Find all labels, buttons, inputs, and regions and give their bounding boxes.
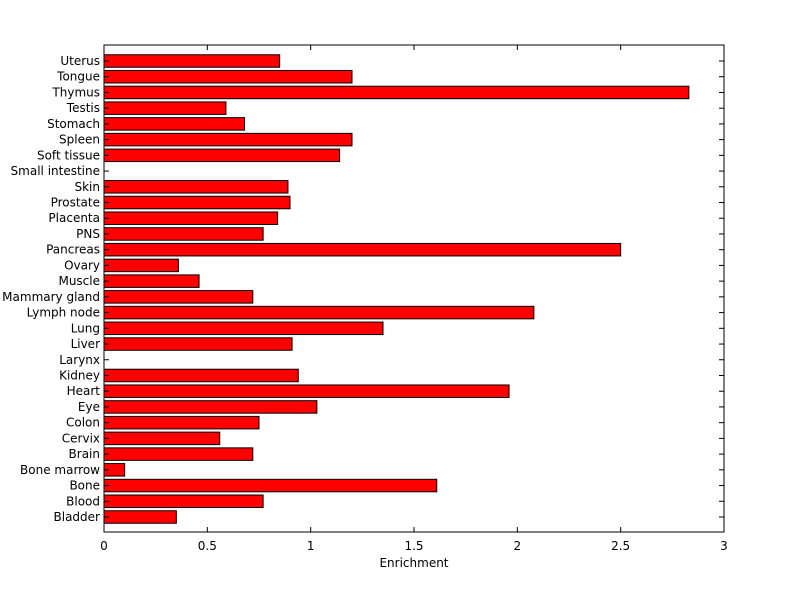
bar-pns: [103, 227, 264, 241]
x-tick-labels: 0 0.5 1 1.5 2 2.5 3: [100, 539, 728, 553]
category-label: Tongue: [56, 70, 100, 84]
category-label: Placenta: [48, 211, 100, 225]
x-tick-label: 2.5: [611, 539, 630, 553]
category-label: Liver: [71, 337, 101, 351]
category-label: Uterus: [60, 54, 100, 68]
category-label: PNS: [76, 227, 100, 241]
category-label: Bone: [69, 479, 100, 493]
bar-mammary-gland: [103, 290, 254, 304]
bars-layer: [103, 54, 690, 524]
category-label: Testis: [66, 101, 100, 115]
category-label: Spleen: [59, 133, 100, 147]
category-label: Bone marrow: [20, 463, 100, 477]
bar-muscle: [103, 274, 200, 288]
category-label: Heart: [67, 384, 101, 398]
bar-lung: [103, 321, 384, 336]
bar-thymus: [103, 85, 690, 100]
category-label: Soft tissue: [37, 148, 100, 162]
bar-skin: [103, 180, 289, 194]
bar-pancreas: [103, 242, 622, 257]
bar-blood: [103, 494, 264, 509]
bar-placenta: [103, 211, 279, 225]
category-label: Small intestine: [11, 164, 100, 178]
x-tick-label: 0.5: [198, 539, 217, 553]
bar-kidney: [103, 368, 299, 383]
ticks-layer: [103, 45, 725, 532]
category-label: Cervix: [62, 431, 100, 445]
bar-ovary: [103, 258, 179, 273]
category-label: Pancreas: [46, 243, 100, 257]
bar-stomach: [103, 117, 246, 131]
x-tick-label: 1: [307, 539, 315, 553]
bar-uterus: [103, 54, 281, 68]
category-label: Blood: [66, 494, 100, 508]
bar-spleen: [103, 132, 353, 147]
category-label: Ovary: [64, 258, 100, 272]
category-label: Stomach: [47, 117, 100, 131]
category-label: Thymus: [51, 85, 100, 99]
category-label: Muscle: [58, 274, 100, 288]
bar-colon: [103, 415, 260, 430]
bar-soft-tissue: [103, 148, 341, 163]
x-tick-label: 0: [100, 539, 108, 553]
category-label: Colon: [66, 416, 100, 430]
category-label: Bladder: [54, 510, 101, 524]
x-tick-label: 3: [720, 539, 728, 553]
category-label: Brain: [69, 447, 100, 461]
category-label: Lymph node: [27, 306, 100, 320]
category-label: Larynx: [59, 353, 100, 367]
category-label: Skin: [74, 180, 100, 194]
category-label: Eye: [78, 400, 100, 414]
bar-heart: [103, 384, 510, 398]
bar-tongue: [103, 69, 353, 84]
bar-bladder: [103, 510, 177, 524]
bar-brain: [103, 447, 254, 461]
bar-cervix: [103, 431, 221, 446]
bar-testis: [103, 101, 227, 115]
bar-prostate: [103, 195, 291, 210]
bar-bone: [103, 478, 438, 493]
axes-frame: [103, 44, 725, 533]
category-label: Prostate: [51, 196, 100, 210]
bar-liver: [103, 337, 293, 351]
x-tick-label: 1.5: [404, 539, 423, 553]
category-label: Kidney: [59, 368, 100, 382]
category-label: Lung: [71, 321, 100, 335]
x-axis-label: Enrichment: [379, 556, 448, 570]
category-label: Mammary gland: [2, 290, 100, 304]
x-tick-label: 2: [514, 539, 522, 553]
bar-lymph-node: [103, 305, 535, 320]
bar-eye: [103, 400, 318, 414]
